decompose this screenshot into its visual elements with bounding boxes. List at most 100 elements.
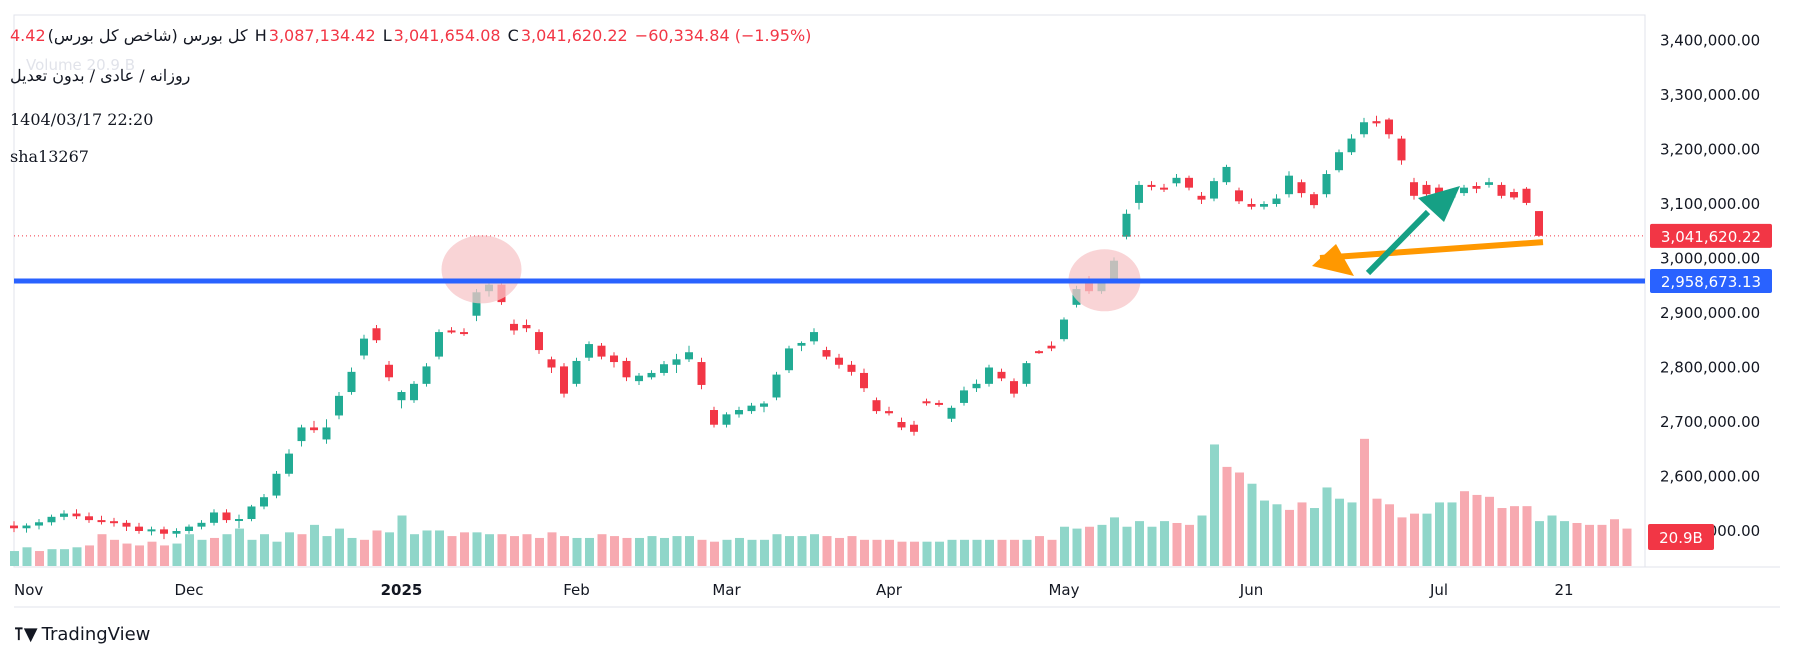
volume-bar — [497, 534, 507, 566]
candle-body — [985, 367, 993, 384]
candle — [610, 352, 618, 368]
candle-body — [760, 403, 768, 407]
candle — [1472, 182, 1481, 194]
candle-body — [185, 526, 193, 531]
candle — [435, 329, 443, 360]
candle-body — [535, 332, 543, 351]
candle-body — [1047, 345, 1056, 349]
symbol-name[interactable]: کل بورس (شاخص کل بورس) — [47, 26, 248, 45]
volume-bar — [285, 532, 294, 566]
candle — [572, 357, 581, 387]
volume-bar — [422, 530, 432, 566]
candle — [1235, 187, 1243, 204]
time-tick-label: 21 — [1554, 581, 1573, 599]
volume-bar — [1435, 502, 1444, 566]
candle — [597, 342, 606, 360]
volume-bar — [1372, 498, 1382, 566]
volume-bar — [1160, 521, 1169, 566]
candle — [85, 512, 93, 523]
volume-bar — [1110, 517, 1119, 566]
volume-bar — [372, 530, 382, 566]
volume-bar — [110, 539, 119, 566]
volume-bar — [1147, 526, 1157, 566]
price-axis[interactable]: 3,400,000.00 3,300,000.00 3,200,000.00 3,10… — [1648, 32, 1772, 551]
candle-body — [1522, 188, 1531, 203]
candle-body — [672, 359, 681, 365]
volume-bar — [1047, 539, 1057, 566]
volume-legend: Volume 20.9 B — [26, 56, 136, 74]
candle — [372, 324, 381, 343]
candle-body — [197, 522, 206, 527]
price-tick-label: 2,900,000.00 — [1660, 304, 1760, 322]
price-tick-label: 3,100,000.00 — [1660, 195, 1760, 213]
volume-bar — [1097, 524, 1107, 566]
volume-bar — [647, 536, 657, 566]
volume-bar — [1085, 526, 1094, 566]
candle-body — [60, 513, 68, 517]
volume-bar — [847, 536, 857, 566]
volume-bar — [297, 534, 307, 566]
candle-body — [372, 328, 381, 341]
subtitle: روزانه / عادی / بدون تعدیل — [10, 66, 191, 85]
candle-body — [435, 332, 443, 357]
volume-bar — [1135, 521, 1144, 566]
candle — [622, 357, 631, 382]
volume-bar — [97, 534, 107, 566]
arrow-up-head — [1418, 186, 1460, 222]
candle — [247, 504, 256, 522]
volume-bar — [460, 532, 469, 566]
volume-bar — [1460, 491, 1469, 566]
time-tick-label: May — [1048, 581, 1079, 599]
candle-body — [410, 383, 418, 401]
volume-bar — [922, 541, 932, 566]
candle — [1385, 117, 1393, 139]
candle-body — [822, 350, 831, 357]
candle — [797, 341, 806, 352]
candle-body — [385, 364, 393, 378]
candle — [1410, 177, 1418, 200]
volume-bar — [635, 537, 644, 566]
candle-body — [460, 332, 468, 335]
volume-bar — [760, 539, 769, 566]
volume-bar — [160, 545, 169, 566]
tradingview-brand[interactable]: ⊺▼ TradingView — [14, 624, 150, 645]
candle — [985, 364, 993, 387]
volume-bar — [222, 534, 232, 566]
arrow-up-shaft — [1365, 209, 1431, 276]
volume-bar — [272, 541, 282, 566]
candle-body — [747, 405, 756, 412]
volume-bar — [535, 537, 544, 566]
author: sha13267 — [10, 147, 89, 166]
candle-body — [1472, 186, 1481, 189]
time-axis[interactable]: Nov Dec 2025 Feb Mar Apr May Jun Jul 21 — [14, 581, 1574, 599]
candle — [47, 514, 56, 526]
volume-bar — [385, 532, 394, 566]
candle — [585, 341, 593, 361]
price-tick-label: 3,400,000.00 — [1660, 32, 1760, 50]
volume-bar — [1260, 500, 1269, 566]
candle-body — [647, 372, 656, 378]
volume-bar — [1322, 487, 1332, 566]
candle — [885, 406, 893, 416]
candle-body — [522, 324, 531, 329]
candle — [660, 360, 668, 376]
candle-body — [1510, 192, 1518, 198]
candle — [1397, 135, 1406, 165]
candle-body — [447, 330, 456, 333]
candle — [910, 420, 918, 436]
candle-body — [997, 371, 1006, 379]
candle-body — [1297, 182, 1306, 194]
candle-body — [1260, 204, 1268, 207]
volume-bar — [135, 545, 144, 566]
candle — [1210, 177, 1218, 202]
time-tick-label: Jul — [1429, 581, 1448, 599]
candle — [22, 523, 31, 533]
candle — [872, 397, 881, 414]
candle — [1347, 134, 1356, 155]
volume-bar — [560, 536, 569, 566]
candle-body — [572, 360, 581, 384]
volume-bar — [10, 551, 19, 566]
candle — [122, 520, 131, 531]
volume-bar — [772, 534, 782, 566]
